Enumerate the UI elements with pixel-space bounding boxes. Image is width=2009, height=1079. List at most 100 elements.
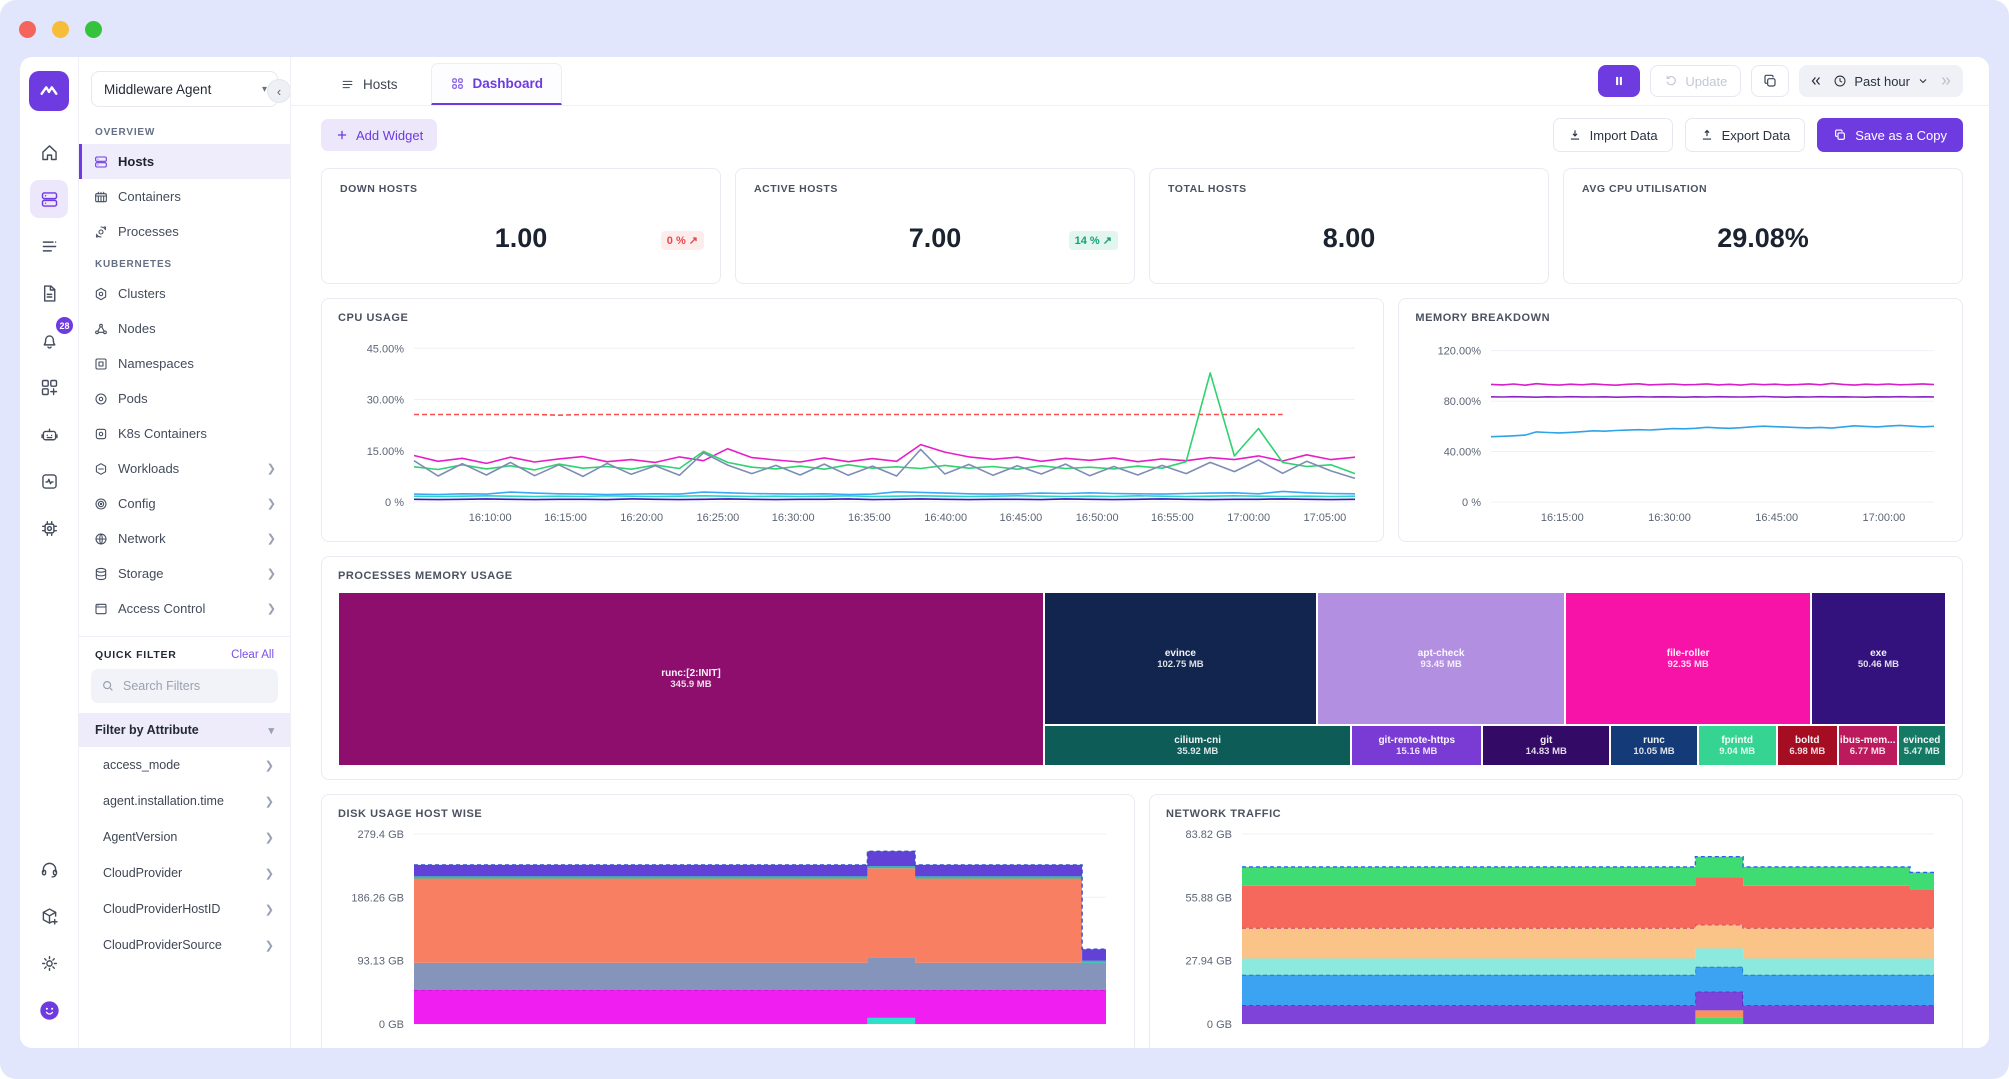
filter-attribute-cloudproviderhostid[interactable]: CloudProviderHostID ❯: [103, 902, 274, 916]
rail-monitor-button[interactable]: [30, 462, 68, 500]
add-widget-button[interactable]: Add Widget: [321, 119, 438, 151]
rail-list-button[interactable]: [30, 227, 68, 265]
rail-boxplus-button[interactable]: [30, 897, 68, 935]
globe-icon: [93, 531, 109, 547]
sidebar-item-network[interactable]: Network ❯: [79, 521, 290, 556]
sidebar-item-pods[interactable]: Pods: [79, 381, 290, 416]
svg-text:16:55:00: 16:55:00: [1151, 512, 1194, 524]
rail-headset-button[interactable]: [30, 850, 68, 888]
maximize-window-button[interactable]: [85, 21, 102, 38]
chevron-down-icon: [1919, 79, 1927, 84]
sidebar-item-clusters[interactable]: Clusters: [79, 276, 290, 311]
treemap-block-exe[interactable]: exe 50.46 MB: [1811, 593, 1945, 725]
namespace-icon: [93, 356, 109, 372]
sidebar-item-hosts[interactable]: Hosts: [79, 144, 290, 179]
sidebar-item-config[interactable]: Config ❯: [79, 486, 290, 521]
filter-attribute-agentversion[interactable]: AgentVersion ❯: [103, 830, 274, 844]
rail-avatar-button[interactable]: [30, 991, 68, 1029]
workspace-selector[interactable]: Middleware Agent ▾: [91, 71, 278, 107]
save-as-copy-button[interactable]: Save as a Copy: [1817, 118, 1963, 152]
icon-rail: 28: [20, 57, 79, 1048]
treemap-block-evinced[interactable]: evinced 5.47 MB: [1898, 726, 1945, 765]
container-icon: [93, 189, 109, 205]
chevron-down-icon: ▾: [268, 724, 274, 737]
minimize-window-button[interactable]: [52, 21, 69, 38]
rail-home-button[interactable]: [30, 133, 68, 171]
sidebar-item-workloads[interactable]: Workloads ❯: [79, 451, 290, 486]
tab-hosts[interactable]: Hosts: [321, 64, 417, 105]
quick-filter-title: QUICK FILTER: [95, 649, 177, 661]
copy-icon: [1835, 129, 1846, 140]
download-icon: [1570, 130, 1579, 140]
memory-breakdown-panel: MEMORY BREAKDOWN 120.00% 80.00% 40.00% 0 % 1…: [1398, 298, 1963, 542]
sidebar-item-storage[interactable]: Storage ❯: [79, 556, 290, 591]
time-back-button[interactable]: [1809, 74, 1823, 88]
treemap-block-ibus-mem-[interactable]: ibus-mem... 6.77 MB: [1838, 726, 1897, 765]
import-data-button[interactable]: Import Data: [1552, 118, 1673, 152]
chevron-right-icon: ❯: [266, 568, 276, 580]
update-button[interactable]: Update: [1650, 65, 1742, 97]
pause-button[interactable]: [1598, 65, 1641, 97]
stat-value: 8.00: [1322, 223, 1376, 253]
upload-icon: [1702, 129, 1711, 140]
filter-search-box[interactable]: [91, 669, 278, 703]
stat-value: 7.00: [908, 223, 962, 253]
rail-chip-button[interactable]: [30, 509, 68, 547]
treemap-block-git-remote-https[interactable]: git-remote-https 15.16 MB: [1352, 726, 1482, 765]
treemap-block-apt-check[interactable]: apt-check 93.45 MB: [1317, 593, 1565, 725]
filter-attribute-access-mode[interactable]: access_mode ❯: [103, 758, 274, 772]
sidebar-item-namespaces[interactable]: Namespaces: [79, 346, 290, 381]
rail-infra-button[interactable]: [30, 180, 68, 218]
chevrons-left-icon: [1812, 77, 1821, 85]
rail-doc-button[interactable]: [30, 274, 68, 312]
sidebar-item-containers[interactable]: Containers: [79, 179, 290, 214]
network-traffic-panel: NETWORK TRAFFIC 83.82 GB 55.88 GB 27.94 GB…: [1149, 794, 1963, 1048]
sidebar-collapse-button[interactable]: ‹: [267, 79, 290, 103]
filter-by-attribute-header[interactable]: Filter by Attribute ▾: [79, 713, 290, 747]
filter-attribute-cloudprovidersource[interactable]: CloudProviderSource ❯: [103, 938, 274, 952]
sidebar-item-nodes[interactable]: Nodes: [79, 311, 290, 346]
rail-robot-button[interactable]: [30, 415, 68, 453]
treemap-block-file-roller[interactable]: file-roller 92.35 MB: [1566, 593, 1810, 725]
svg-text:15.00%: 15.00%: [367, 446, 405, 458]
treemap-block-git[interactable]: git 14.83 MB: [1483, 726, 1610, 765]
treemap-block-fprintd[interactable]: fprintd 9.04 MB: [1698, 726, 1776, 765]
svg-text:16:45:00: 16:45:00: [999, 512, 1042, 524]
treemap-block-cilium-cni[interactable]: cilium-cni 35.92 MB: [1044, 726, 1351, 765]
processes-treemap: runc:[2:INIT] 345.9 MB evince 102.75 MB apt-…: [338, 592, 1946, 766]
treemap-block-runc[interactable]: runc 10.05 MB: [1611, 726, 1697, 765]
search-filters-input[interactable]: [123, 679, 243, 693]
brand-logo[interactable]: [29, 71, 69, 111]
rail-gridplus-button[interactable]: [30, 368, 68, 406]
cpu-usage-chart: 45.00% 30.00% 15.00% 0 % 16:10:00 16:15:00 16:…: [338, 328, 1367, 528]
rail-gear-button[interactable]: [30, 944, 68, 982]
clear-all-link[interactable]: Clear All: [231, 649, 274, 661]
svg-text:16:30:00: 16:30:00: [1648, 512, 1691, 524]
chevron-right-icon: ❯: [264, 759, 274, 772]
chevron-right-icon: ❯: [264, 939, 274, 952]
export-data-button[interactable]: Export Data: [1684, 118, 1806, 152]
config-icon: [93, 496, 109, 512]
disk-salmon-layer: [414, 868, 1106, 963]
filter-attribute-cloudprovider[interactable]: CloudProvider ❯: [103, 866, 274, 880]
time-forward-button[interactable]: [1939, 74, 1953, 88]
workload-icon: [93, 461, 109, 477]
tab-dashboard[interactable]: Dashboard: [430, 63, 563, 105]
net-green-layer: [1242, 856, 1934, 890]
treemap-block-boltd[interactable]: boltd 6.98 MB: [1777, 726, 1837, 765]
treemap-block-evince[interactable]: evince 102.75 MB: [1044, 593, 1316, 725]
treemap-block-runc-2-INIT-[interactable]: runc:[2:INIT] 345.9 MB: [339, 593, 1043, 765]
svg-text:55.88 GB: 55.88 GB: [1186, 892, 1232, 904]
rail-bell-button[interactable]: 28: [30, 315, 75, 359]
sidebar-item-k8s-containers[interactable]: K8s Containers: [79, 416, 290, 451]
close-window-button[interactable]: [19, 21, 36, 38]
time-range-dropdown[interactable]: Past hour: [1833, 74, 1929, 89]
sidebar-item-processes[interactable]: Processes: [79, 214, 290, 249]
svg-text:120.00%: 120.00%: [1438, 346, 1482, 358]
copy-dashboard-button[interactable]: [1751, 65, 1790, 97]
svg-text:80.00%: 80.00%: [1444, 396, 1482, 408]
svg-text:16:30:00: 16:30:00: [772, 512, 815, 524]
sidebar-item-access-control[interactable]: Access Control ❯: [79, 591, 290, 626]
filter-attribute-agent-installation-time[interactable]: agent.installation.time ❯: [103, 794, 274, 808]
svg-text:17:05:00: 17:05:00: [1303, 512, 1346, 524]
